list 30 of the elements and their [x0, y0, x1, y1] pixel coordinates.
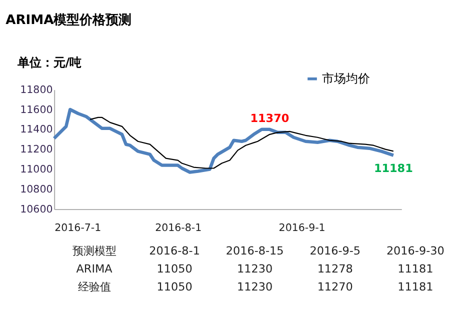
y-tick-label: 11400: [20, 124, 53, 136]
y-tick-label: 10600: [20, 203, 53, 216]
y-tick-label: 10800: [20, 183, 53, 196]
annotation: 11370: [250, 112, 290, 125]
text: 11230: [237, 280, 273, 294]
y-tick-label: 11800: [20, 84, 53, 96]
text: 预测模型: [72, 244, 116, 258]
category-label: 2016-8-15: [226, 244, 284, 258]
category-label: 2016-8-1: [149, 244, 200, 258]
text: 11050: [156, 262, 192, 276]
text: 11278: [317, 262, 353, 276]
category-label: ARIMA: [76, 262, 112, 276]
text: 11181: [398, 280, 434, 294]
text: 11270: [317, 280, 353, 294]
legend-label: 市场均价: [322, 72, 370, 86]
category-label: 2016-9-5: [310, 244, 361, 258]
x-tick-label: 2016-9-1: [278, 222, 326, 234]
x-tick-label: 2016-8-1: [155, 222, 202, 234]
y-tick-label: 11200: [20, 144, 53, 156]
y-axis-title: 单位：元/吨: [16, 56, 82, 70]
category-label: 经验值: [78, 280, 111, 294]
text: 11050: [156, 280, 192, 294]
text: 11181: [398, 262, 434, 276]
text: 11230: [237, 262, 273, 276]
chart-title: ARIMA模型价格预测: [6, 13, 132, 28]
y-tick-label: 11000: [20, 164, 53, 176]
x-tick-label: 2016-7-1: [54, 222, 102, 234]
y-tick-label: 11600: [20, 104, 53, 116]
category-label: 2016-9-30: [386, 244, 444, 258]
annotation: 11181: [374, 162, 414, 176]
